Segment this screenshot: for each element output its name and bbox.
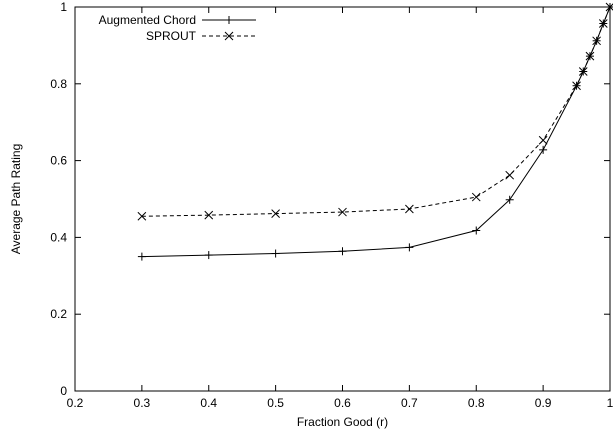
x-tick-label: 1: [607, 396, 613, 410]
data-point-sprout: [505, 170, 515, 180]
legend: Augmented Chord SPROUT: [99, 13, 256, 43]
y-axis-label: Average Path Rating: [9, 144, 23, 255]
x-tick-label: 0.9: [535, 396, 552, 410]
y-tick-label: 0: [60, 384, 67, 398]
data-point-sprout: [572, 81, 581, 91]
y-tick-label: 0.4: [50, 230, 67, 244]
x-axis: 0.2 0.3 0.4 0.5 0.6 0.7 0.8 0.9 1: [67, 7, 613, 410]
plot-frame: [74, 6, 611, 392]
y-tick-label: 0.2: [50, 307, 67, 321]
data-point-sprout: [137, 211, 147, 221]
data-point-sprout: [204, 210, 214, 220]
x-tick-label: 0.5: [267, 396, 284, 410]
legend-label-sprout: SPROUT: [146, 29, 197, 43]
x-tick-label: 0.3: [134, 396, 151, 410]
data-point-sprout: [405, 204, 414, 214]
y-tick-label: 1: [60, 0, 67, 14]
legend-marker-augmented-chord: [225, 16, 233, 24]
data-point-sprout: [471, 192, 481, 202]
data-point-augmented-chord: [338, 247, 347, 256]
legend-marker-glyph: [224, 31, 234, 41]
x-tick-label: 0.8: [468, 396, 485, 410]
legend-marker-sprout: [224, 31, 234, 41]
y-tick-label: 0.8: [50, 77, 67, 91]
x-tick-label: 0.2: [67, 396, 84, 410]
legend-label-augmented-chord: Augmented Chord: [99, 13, 196, 27]
data-point-augmented-chord: [405, 243, 414, 252]
data-point-augmented-chord: [539, 145, 548, 154]
data-point-augmented-chord: [505, 195, 514, 204]
data-point-sprout: [338, 207, 347, 217]
y-axis: 0 0.2 0.4 0.6 0.8 1: [50, 0, 610, 398]
data-point-sprout: [598, 19, 608, 28]
data-point-sprout: [271, 209, 280, 218]
x-tick-label: 0.7: [401, 396, 418, 410]
data-point-sprout: [585, 51, 595, 61]
data-point-augmented-chord: [137, 252, 146, 261]
data-point-augmented-chord: [204, 251, 213, 260]
x-tick-label: 0.6: [334, 396, 351, 410]
x-axis-label: Fraction Good (r): [297, 415, 388, 429]
data-point-sprout: [592, 36, 601, 46]
data-point-sprout: [538, 135, 548, 145]
y-tick-label: 0.6: [50, 154, 67, 168]
data-point-augmented-chord: [472, 226, 481, 235]
series-line-sprout: [141, 6, 611, 217]
data-point-augmented-chord: [271, 249, 280, 258]
data-point-sprout: [578, 67, 588, 76]
series-layer: [137, 2, 613, 261]
legend-marker-glyph: [225, 16, 233, 24]
x-tick-label: 0.4: [200, 396, 217, 410]
